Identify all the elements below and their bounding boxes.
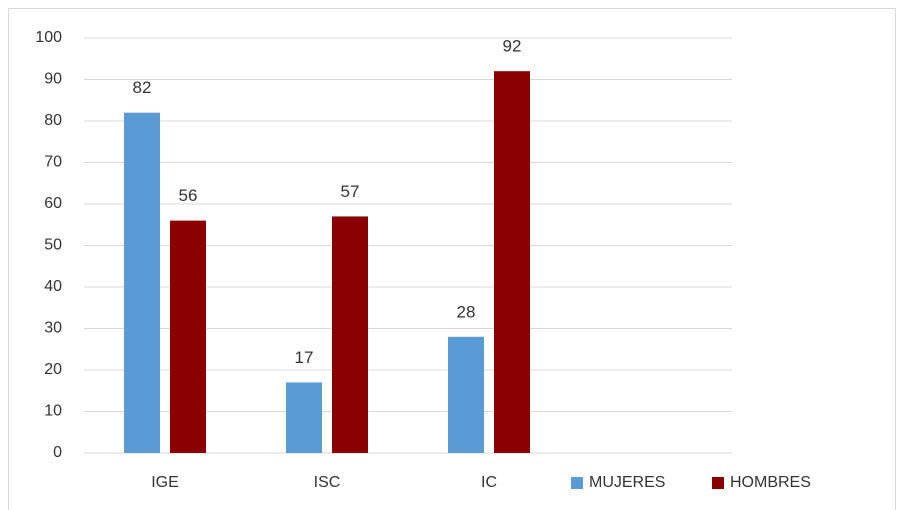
- y-tick-label: 100: [35, 29, 62, 46]
- value-label: 17: [295, 348, 314, 367]
- y-tick-label: 0: [53, 444, 62, 461]
- y-tick-label: 10: [44, 403, 62, 420]
- value-label: 28: [457, 302, 476, 321]
- bar: [124, 112, 160, 453]
- value-label: 56: [179, 186, 198, 205]
- y-tick-label: 50: [44, 237, 62, 254]
- y-tick-label: 60: [44, 195, 62, 212]
- value-label: 82: [133, 78, 152, 97]
- bar: [448, 336, 484, 453]
- value-label: 57: [341, 182, 360, 201]
- bar: [332, 216, 368, 453]
- legend-label: MUJERES: [589, 474, 665, 491]
- legend-swatch: [571, 477, 583, 489]
- y-tick-label: 20: [44, 361, 62, 378]
- bar: [494, 71, 530, 453]
- legend-label: HOMBRES: [730, 474, 811, 491]
- legend-swatch: [712, 477, 724, 489]
- x-tick-label: IGE: [151, 474, 179, 491]
- bar: [170, 220, 206, 453]
- y-tick-label: 90: [44, 71, 62, 88]
- y-tick-label: 30: [44, 320, 62, 337]
- y-tick-label: 80: [44, 112, 62, 129]
- y-tick-label: 40: [44, 278, 62, 295]
- y-tick-label: 70: [44, 154, 62, 171]
- value-label: 92: [503, 37, 522, 56]
- x-tick-label: IC: [481, 474, 497, 491]
- x-tick-label: ISC: [314, 474, 341, 491]
- bar: [286, 382, 322, 453]
